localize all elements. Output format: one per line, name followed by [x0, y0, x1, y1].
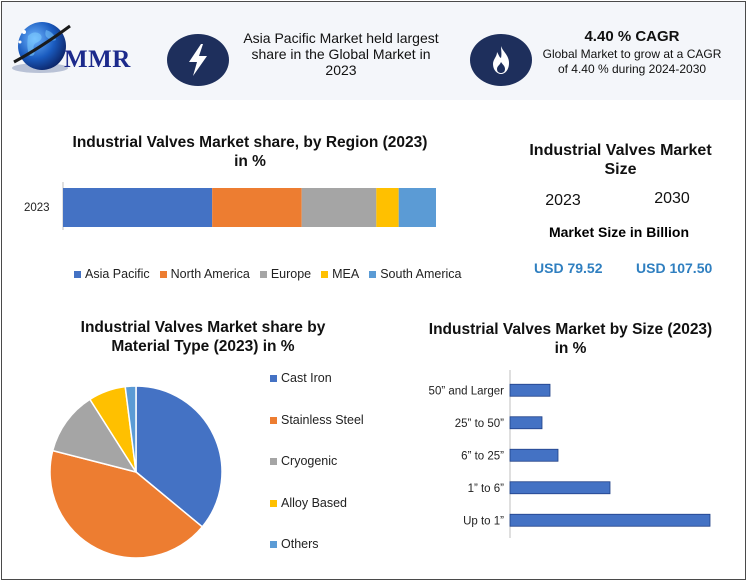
legend-swatch [74, 270, 81, 278]
region-legend-item: South America [369, 267, 462, 281]
material-legend-item: Stainless Steel [270, 413, 364, 455]
size-tick-label: Up to 1” [463, 515, 504, 527]
legend-label: Cast Iron [281, 371, 332, 385]
material-legend-item: Alloy Based [270, 496, 364, 538]
cagr-text: Global Market to grow at a CAGR of 4.40 … [542, 47, 722, 76]
info-text-region: Asia Pacific Market held largest share i… [243, 30, 439, 78]
logo: MMR [10, 16, 150, 80]
size-bar [509, 513, 711, 527]
legend-swatch [270, 375, 277, 382]
size-bar [509, 383, 551, 397]
legend-swatch [270, 541, 277, 548]
region-bar-segment-asia-pacific [63, 188, 213, 227]
header-band [2, 2, 745, 100]
legend-label: Alloy Based [281, 495, 348, 510]
pie-slice-stainless-steel [49, 449, 204, 559]
material-legend-item: Cast Iron [270, 371, 364, 413]
material-chart-title: Industrial Valves Market share by Materi… [80, 319, 326, 355]
material-legend: Cast Iron Stainless Steel Cryogenic Alloy B… [270, 371, 364, 579]
size-chart-title: Industrial Valves Market by Size (2023) … [428, 321, 713, 357]
region-legend-item: Europe [259, 267, 312, 281]
legend-swatch [369, 270, 377, 278]
region-bar-segment-mea [376, 188, 399, 227]
region-legend-item: North America [159, 267, 250, 281]
size-tick-label: 1” to 6” [468, 483, 505, 495]
region-bar-segment-south-america [398, 188, 436, 227]
size-tick-label: 25” to 50” [455, 418, 504, 430]
material-legend-item: Cryogenic [270, 454, 364, 496]
legend-label: Others [281, 537, 319, 551]
region-chart-title: Industrial Valves Market share, by Regio… [72, 134, 428, 170]
size-tick-label: 50” and Larger [429, 385, 505, 397]
legend-label: MEA [332, 267, 360, 281]
region-stacked-bar-chart [62, 182, 436, 230]
pie-slice-cast-iron [135, 385, 223, 528]
lightning-icon [167, 34, 229, 86]
legend-swatch [159, 270, 167, 278]
size-bar [509, 416, 543, 430]
flame-icon [470, 34, 532, 86]
size-bar [509, 481, 611, 495]
pie-slice-others [124, 385, 137, 473]
market-size-subtitle: Market Size in Billion [548, 224, 690, 240]
legend-label: South America [380, 267, 462, 281]
market-size-title: Industrial Valves Market Size [529, 142, 712, 178]
market-size-value-2023: USD 79.52 [534, 260, 603, 276]
region-legend-item: MEA [321, 267, 359, 281]
cagr-title: 4.40 % CAGR [584, 28, 680, 45]
globe-icon [12, 22, 71, 73]
legend-label: Europe [270, 267, 312, 281]
legend-swatch [270, 458, 277, 465]
size-bar-chart: 50” and Larger 25” to 50” 6” to 25” 1” to 6… [429, 370, 711, 538]
legend-swatch [270, 416, 277, 424]
legend-label: Stainless Steel [281, 412, 364, 427]
legend-swatch [259, 270, 267, 278]
legend-label: North America [170, 267, 250, 281]
region-legend-item: Asia Pacific [74, 267, 150, 281]
size-bar [509, 448, 559, 462]
material-pie-chart [49, 385, 223, 559]
market-size-year-2030: 2030 [654, 190, 690, 207]
legend-label: Asia Pacific [85, 267, 150, 281]
pie-slice-cryogenic [51, 398, 138, 474]
region-bar-segment-north-america [212, 188, 302, 227]
size-tick-label: 6” to 25” [461, 450, 504, 462]
legend-label: Cryogenic [281, 454, 338, 468]
logo-text: MMR [64, 46, 131, 73]
market-size-value-2030: USD 107.50 [636, 260, 713, 276]
region-category-label: 2023 [24, 202, 50, 214]
legend-swatch [321, 270, 329, 278]
material-legend-item: Others [270, 537, 364, 579]
market-size-year-2023: 2023 [545, 192, 581, 209]
legend-swatch [270, 499, 277, 507]
region-bar-segment-europe [301, 188, 377, 227]
region-legend: Asia Pacific North America Europe MEA South … [74, 267, 462, 281]
